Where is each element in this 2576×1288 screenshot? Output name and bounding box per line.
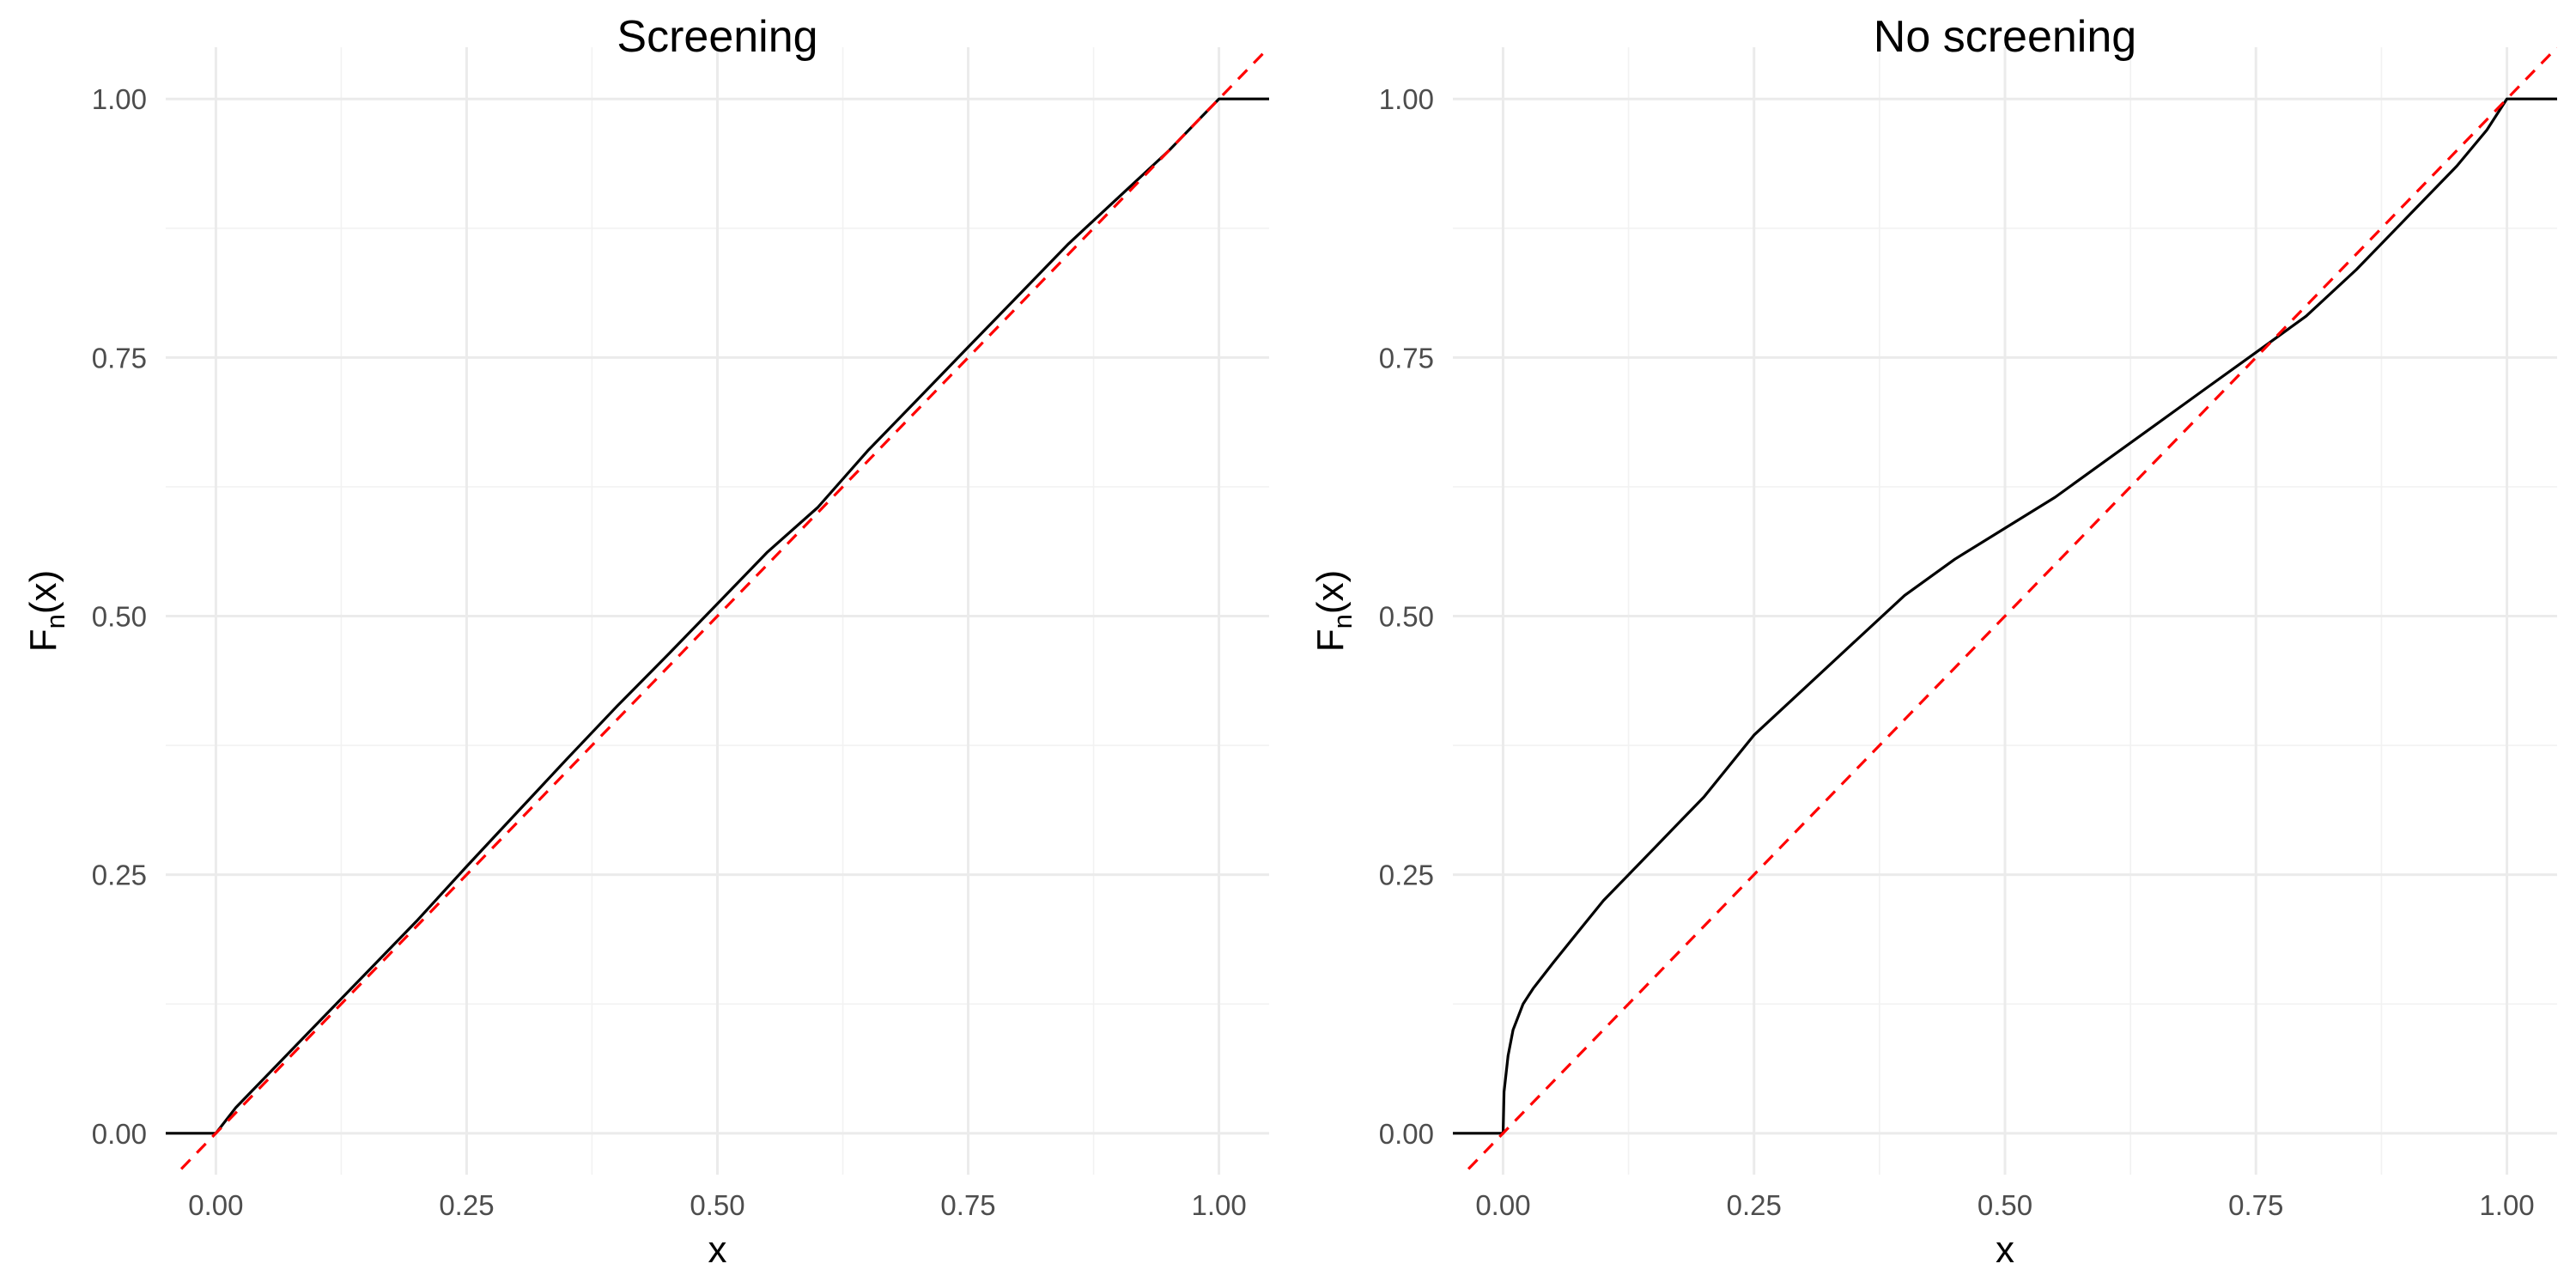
y-axis-title-subscript: n: [1327, 614, 1358, 629]
y-axis-title-main: F: [1309, 629, 1352, 652]
x-tick-label: 0.25: [439, 1189, 494, 1221]
y-axis-title-main: F: [22, 629, 64, 652]
y-axis-title-tail: (x): [22, 570, 64, 614]
data-layer: [1453, 47, 2557, 1175]
x-tick-label: 0.00: [1475, 1189, 1530, 1221]
panel-1: 0.00 0.25 0.50 0.75 1.00 0.00 0.25 0.50 0.75 1.00…: [22, 12, 1269, 1271]
x-tick-label: 0.50: [690, 1189, 744, 1221]
x-tick-label: 0.00: [188, 1189, 243, 1221]
x-axis-title: x: [708, 1229, 727, 1271]
y-axis-title: Fn(x): [22, 570, 70, 652]
reference-diagonal-line: [1461, 47, 2557, 1175]
y-axis-title-tail: (x): [1309, 570, 1352, 614]
y-tick-label: 0.75: [1379, 342, 1434, 374]
panel-title: No screening: [1874, 12, 2136, 62]
reference-diagonal-line: [173, 47, 1269, 1175]
ecdf-line: [1453, 97, 2557, 1135]
x-tick-label: 0.75: [940, 1189, 995, 1221]
y-axis-title-subscript: n: [40, 614, 70, 629]
y-axis-title: Fn(x): [1309, 570, 1358, 652]
y-tick-label: 0.75: [92, 342, 147, 374]
y-tick-label: 0.25: [92, 860, 147, 891]
x-tick-label: 0.25: [1727, 1189, 1782, 1221]
y-tick-label: 1.00: [92, 83, 147, 115]
x-axis-title: x: [1996, 1229, 2014, 1271]
y-tick-label: 0.00: [92, 1118, 147, 1150]
y-tick-label: 0.50: [1379, 601, 1434, 633]
x-tick-label: 1.00: [1191, 1189, 1246, 1221]
y-tick-label: 0.00: [1379, 1118, 1434, 1150]
y-tick-label: 0.50: [92, 601, 147, 633]
y-tick-label: 0.25: [1379, 860, 1434, 891]
panel-title: Screening: [617, 12, 817, 62]
ecdf-line: [166, 97, 1269, 1135]
data-layer: [166, 47, 1269, 1175]
y-tick-label: 1.00: [1379, 83, 1434, 115]
x-tick-label: 0.75: [2228, 1189, 2283, 1221]
panel-2: 0.00 0.25 0.50 0.75 1.00 0.00 0.25 0.50 0.75 1.00…: [1309, 12, 2557, 1271]
x-tick-label: 1.00: [2479, 1189, 2534, 1221]
x-tick-label: 0.50: [1978, 1189, 2032, 1221]
